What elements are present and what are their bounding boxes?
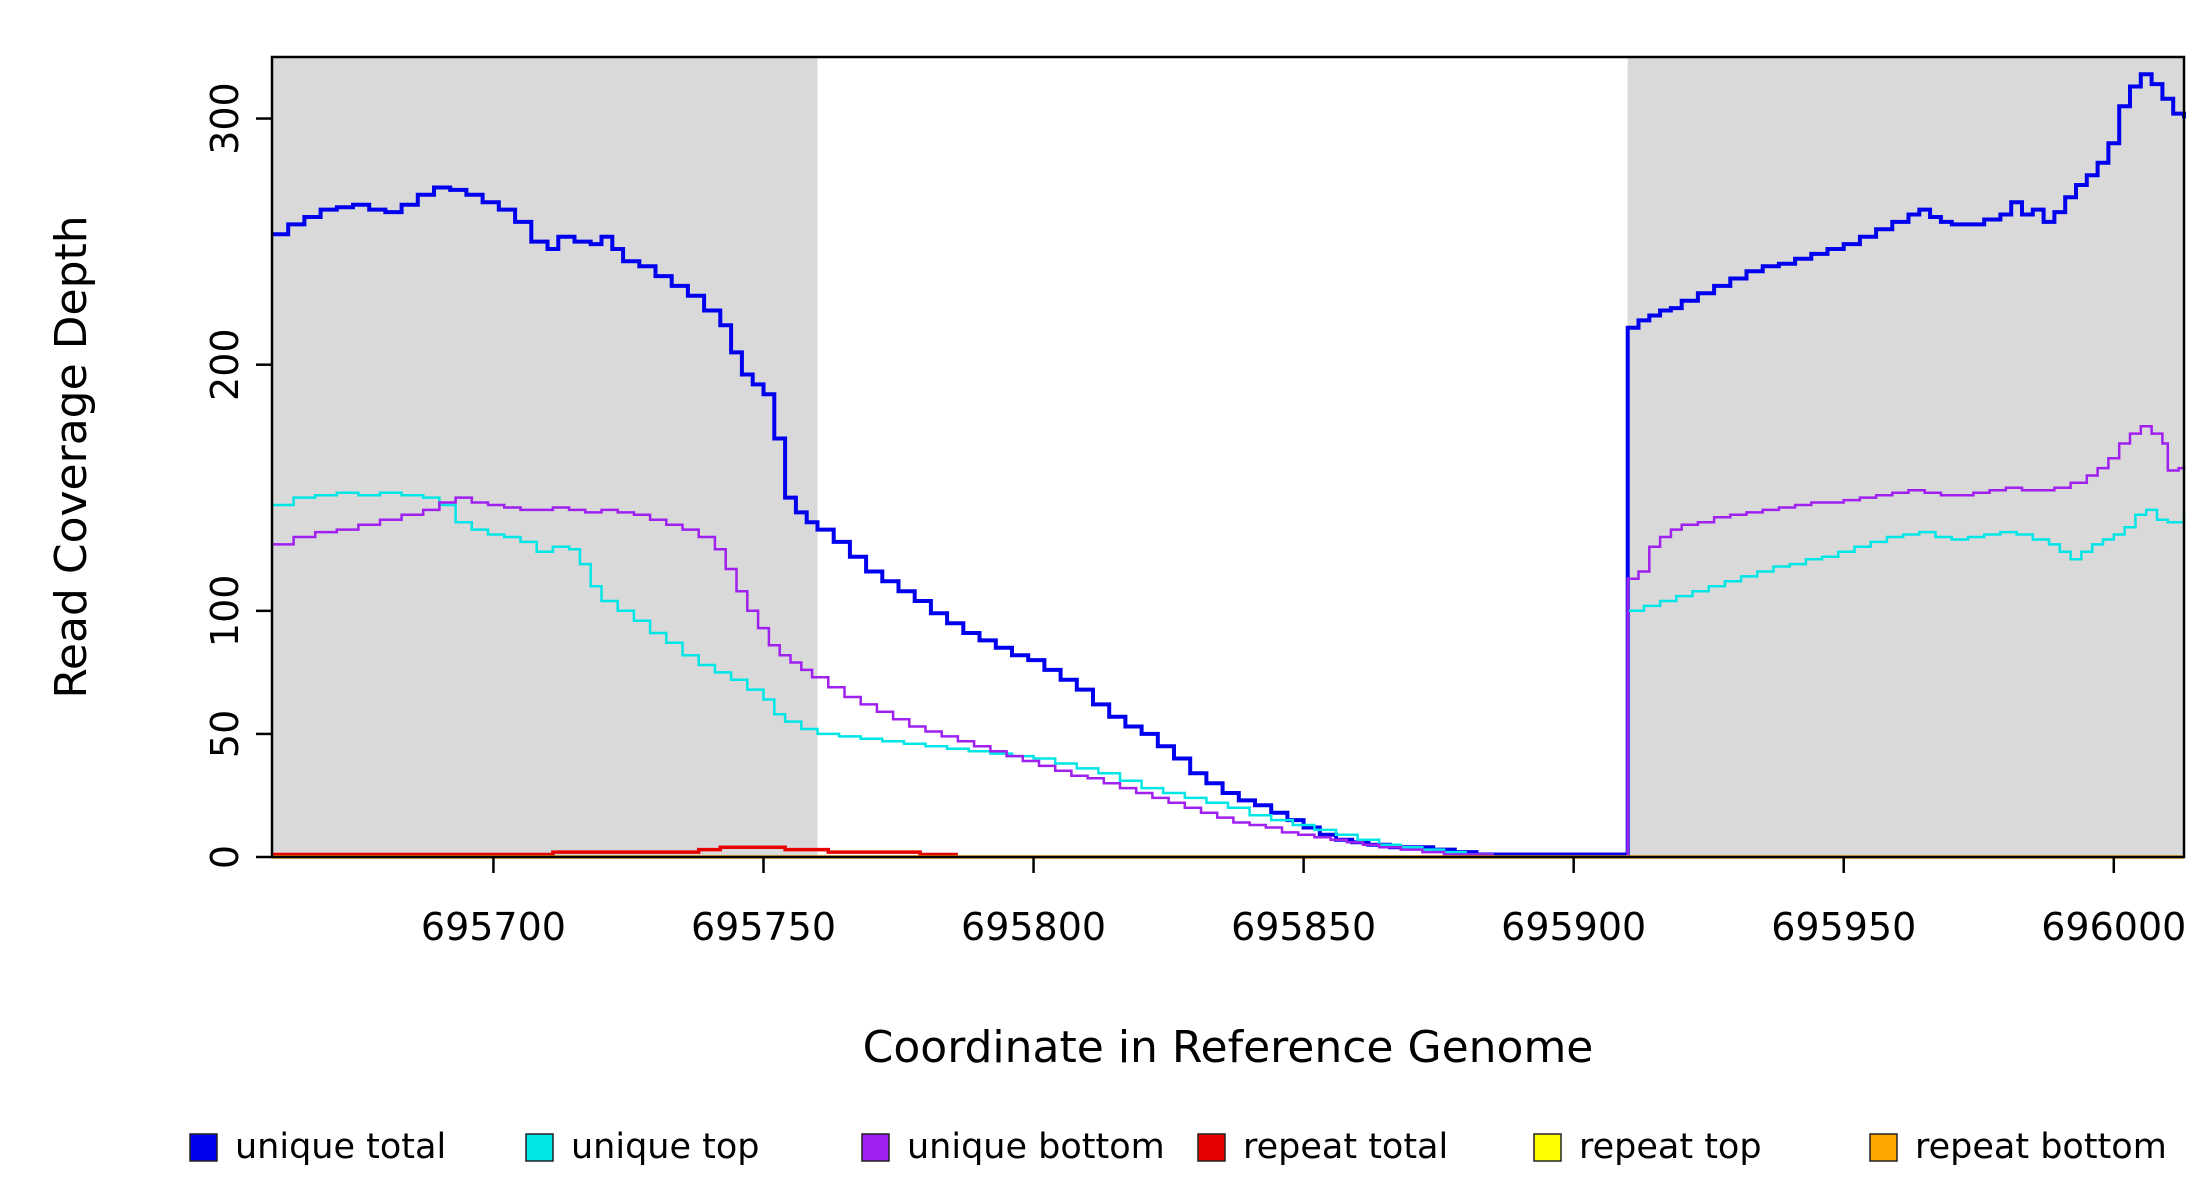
legend-swatch-unique-bottom-icon [861, 1133, 890, 1162]
legend-label: repeat bottom [1915, 1127, 2167, 1167]
legend-item-unique-total: unique total [189, 1127, 446, 1167]
legend-swatch-repeat-bottom-icon [1869, 1133, 1898, 1162]
x-axis-title: Coordinate in Reference Genome [863, 1022, 1594, 1073]
x-tick-label: 695900 [1501, 905, 1646, 949]
legend-swatch-unique-total-icon [189, 1133, 218, 1162]
legend: unique total unique top unique bottom repea… [189, 1127, 2167, 1167]
series-line-repeat-total [272, 845, 958, 857]
x-tick-label: 695950 [1771, 905, 1916, 949]
y-tick-label: 100 [203, 575, 247, 648]
legend-label: unique top [571, 1127, 760, 1167]
legend-swatch-repeat-total-icon [1197, 1133, 1226, 1162]
y-tick-label: 200 [203, 328, 247, 401]
x-tick-label: 695700 [421, 905, 566, 949]
legend-label: unique total [235, 1127, 446, 1167]
x-tick-label: 695800 [961, 905, 1106, 949]
shaded-regions [272, 57, 2184, 857]
legend-item-repeat-bottom: repeat bottom [1869, 1127, 2167, 1167]
y-tick-label: 50 [203, 710, 247, 758]
legend-item-unique-bottom: unique bottom [861, 1127, 1165, 1167]
series-line-unique-total [272, 72, 2186, 857]
legend-item-repeat-top: repeat top [1533, 1127, 1762, 1167]
legend-label: repeat top [1579, 1127, 1762, 1167]
series-line-unique-bottom [272, 424, 2186, 859]
legend-swatch-unique-top-icon [525, 1133, 554, 1162]
x-tick-label: 695750 [691, 905, 836, 949]
y-axis-title: Read Coverage Depth [46, 215, 97, 698]
legend-label: unique bottom [907, 1127, 1165, 1167]
y-tick-label: 0 [203, 845, 247, 869]
legend-swatch-repeat-top-icon [1533, 1133, 1562, 1162]
y-tick-label: 300 [203, 82, 247, 155]
shaded-region [1627, 57, 2184, 857]
x-tick-label: 695850 [1231, 905, 1376, 949]
legend-item-repeat-total: repeat total [1197, 1127, 1448, 1167]
x-axis: 695700 695750 695800 695850 695900 695950 6960… [421, 857, 2186, 949]
plot-border [270, 55, 2186, 859]
legend-item-unique-top: unique top [525, 1127, 760, 1167]
y-axis: 0 50 100 200 300 [203, 82, 272, 869]
series-line-unique-top [272, 491, 2186, 859]
legend-label: repeat total [1243, 1127, 1448, 1167]
shaded-region [272, 57, 818, 857]
x-tick-label: 696000 [2041, 905, 2186, 949]
